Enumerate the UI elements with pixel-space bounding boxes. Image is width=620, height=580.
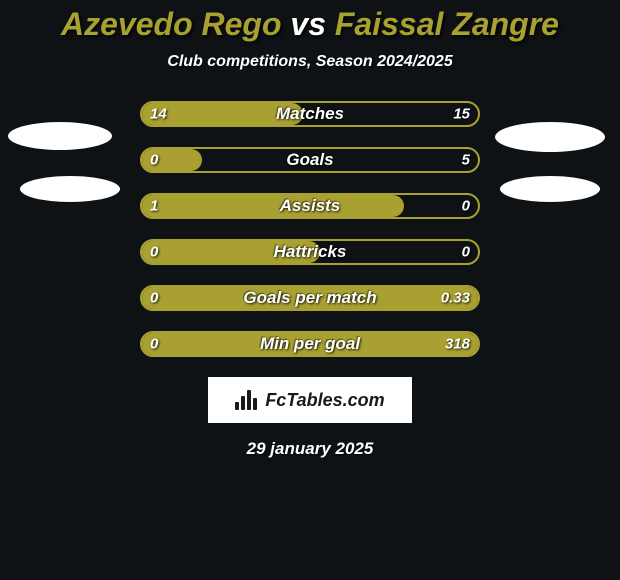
date-text: 29 january 2025 <box>0 439 620 459</box>
stat-bar: 1 0 Assists <box>140 193 480 219</box>
bar-right-value: 0 <box>462 198 470 215</box>
logo-bar-segment <box>253 398 257 410</box>
bar-left-value: 1 <box>150 198 158 215</box>
vs-text: vs <box>290 6 326 42</box>
bar-right-value: 15 <box>453 106 470 123</box>
bar-label: Goals per match <box>243 288 376 308</box>
bar-right-value: 318 <box>445 336 470 353</box>
bar-left-value: 0 <box>150 290 158 307</box>
placeholder-ellipse <box>500 176 600 202</box>
logo-bar-segment <box>235 402 239 410</box>
stat-bar: 0 0.33 Goals per match <box>140 285 480 311</box>
bar-left-value: 0 <box>150 336 158 353</box>
logo-bar-segment <box>247 390 251 410</box>
bar-left-value: 0 <box>150 152 158 169</box>
bar-right-value: 0 <box>462 244 470 261</box>
player2-name: Faissal Zangre <box>335 6 559 42</box>
logo-bars-icon <box>235 390 259 410</box>
logo-bar-segment <box>241 396 245 410</box>
bar-left-value: 14 <box>150 106 167 123</box>
placeholder-ellipse <box>8 122 112 150</box>
placeholder-ellipse <box>495 122 605 152</box>
stat-bar: 0 318 Min per goal <box>140 331 480 357</box>
fctables-logo: FcTables.com <box>208 377 412 423</box>
bar-label: Matches <box>276 104 344 124</box>
bar-left-value: 0 <box>150 244 158 261</box>
logo-text: FcTables.com <box>265 390 384 411</box>
bar-right-value: 5 <box>462 152 470 169</box>
placeholder-ellipse <box>20 176 120 202</box>
stat-bar: 0 5 Goals <box>140 147 480 173</box>
page-title: Azevedo Rego vs Faissal Zangre <box>0 0 620 43</box>
player1-name: Azevedo Rego <box>61 6 281 42</box>
subtitle: Club competitions, Season 2024/2025 <box>0 53 620 71</box>
stat-bar: 14 15 Matches <box>140 101 480 127</box>
bar-right-value: 0.33 <box>441 290 470 307</box>
stat-bar: 0 0 Hattricks <box>140 239 480 265</box>
bar-label: Min per goal <box>260 334 360 354</box>
bar-label: Goals <box>286 150 333 170</box>
bar-label: Hattricks <box>274 242 347 262</box>
bar-label: Assists <box>280 196 340 216</box>
